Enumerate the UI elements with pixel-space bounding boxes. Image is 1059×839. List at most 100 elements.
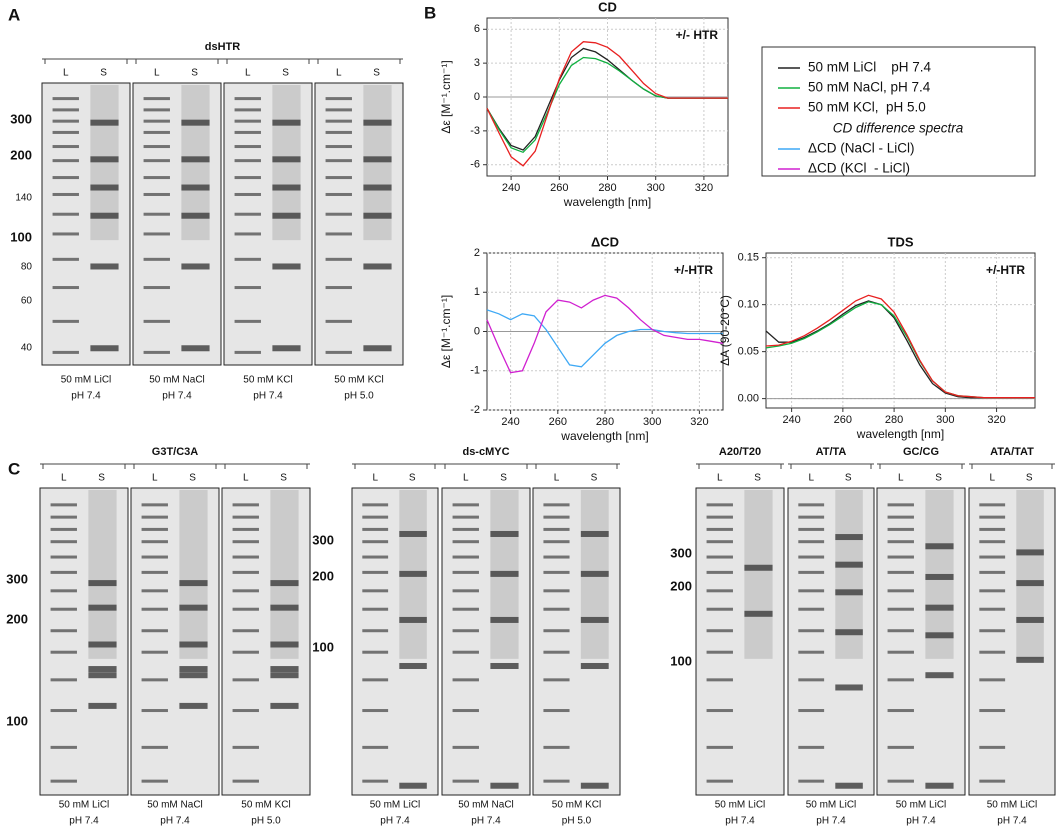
sample-band	[90, 156, 119, 163]
sample-band	[399, 782, 427, 789]
ladder-band	[325, 176, 352, 180]
ladder-band	[362, 629, 389, 633]
ladder-band	[52, 108, 79, 112]
ladder-band	[887, 540, 914, 544]
ladder-band	[543, 650, 570, 654]
ladder-band	[141, 515, 168, 519]
lane-label: L	[152, 473, 158, 484]
ladder-band	[50, 779, 77, 783]
gel-group-title: ATA/TAT	[990, 446, 1034, 458]
ladder-band	[232, 745, 259, 749]
sample-band	[272, 184, 301, 191]
gel-condition: pH 7.4	[471, 816, 501, 827]
sample-band	[181, 156, 210, 163]
ladder-band	[234, 212, 261, 216]
gel-condition: pH 7.4	[253, 391, 283, 402]
ladder-band	[52, 97, 79, 101]
ladder-band	[232, 555, 259, 559]
ladder-band	[232, 779, 259, 783]
legend-box	[761, 46, 1036, 177]
gel-condition: 50 mM NaCl	[149, 375, 205, 386]
ladder-band	[706, 555, 733, 559]
x-tick-label: 300	[643, 416, 661, 428]
sample-band	[179, 580, 208, 587]
chart-title: ΔCD	[591, 234, 619, 249]
ladder-band	[362, 515, 389, 519]
sample-band	[399, 616, 427, 623]
ladder-size: 40	[21, 343, 33, 354]
ladder-band	[706, 570, 733, 574]
ladder-band	[325, 145, 352, 149]
ladder-size: 200	[312, 568, 334, 583]
sample-band	[88, 641, 117, 648]
ladder-band	[325, 350, 352, 354]
ladder-band	[52, 145, 79, 149]
sample-band	[270, 580, 299, 587]
ladder-size: 300	[312, 532, 334, 547]
gel-condition: pH 7.4	[906, 816, 936, 827]
ladder-band	[234, 108, 261, 112]
ladder-band	[452, 570, 479, 574]
ladder-band	[234, 350, 261, 354]
ladder-band	[887, 527, 914, 531]
sample-band	[580, 570, 609, 577]
y-tick-label: 0.05	[738, 346, 759, 358]
lane-label: S	[409, 473, 416, 484]
lane-label: L	[61, 473, 67, 484]
gel-condition: pH 7.4	[162, 391, 192, 402]
ladder-band	[798, 589, 825, 593]
ladder-band	[50, 589, 77, 593]
ladder-band	[52, 130, 79, 134]
ladder-band	[362, 745, 389, 749]
ladder-band	[452, 555, 479, 559]
y-tick-label: 6	[474, 23, 480, 35]
sample-band	[90, 212, 119, 219]
panel-label: A	[8, 5, 20, 24]
sample-band	[179, 666, 208, 673]
ladder-band	[234, 176, 261, 180]
sample-band	[88, 702, 117, 709]
gel-condition: 50 mM LiCl	[806, 800, 857, 811]
ladder-band	[452, 589, 479, 593]
sample-band	[490, 570, 519, 577]
ladder-band	[143, 130, 170, 134]
gel-image	[132, 82, 222, 366]
lane-label: S	[280, 473, 287, 484]
ladder-size: 200	[670, 578, 692, 593]
sample-band	[270, 641, 299, 648]
ladder-band	[234, 97, 261, 101]
y-tick-label: -3	[470, 125, 480, 137]
gel-condition: pH 7.4	[71, 391, 101, 402]
sample-band	[490, 616, 519, 623]
ladder-band	[887, 589, 914, 593]
ladder-band	[706, 779, 733, 783]
annotation: +/-HTR	[986, 263, 1025, 277]
ladder-band	[979, 515, 1006, 519]
sample-band	[90, 345, 119, 352]
ladder-band	[798, 779, 825, 783]
y-axis-label: ΔA (90-20°C)	[718, 295, 732, 366]
ladder-band	[234, 319, 261, 323]
sample-band	[270, 604, 299, 611]
x-tick-label: 240	[501, 416, 519, 428]
x-axis-label: wavelength [nm]	[560, 429, 648, 443]
ladder-band	[543, 570, 570, 574]
sample-band	[272, 263, 301, 270]
ladder-band	[143, 319, 170, 323]
ladder-band	[232, 589, 259, 593]
x-tick-label: 260	[549, 416, 567, 428]
ladder-band	[706, 629, 733, 633]
ladder-band	[141, 678, 168, 682]
ladder-band	[325, 159, 352, 163]
sample-band	[181, 345, 210, 352]
ladder-band	[798, 678, 825, 682]
ladder-band	[798, 629, 825, 633]
ladder-band	[141, 607, 168, 611]
ladder-band	[143, 97, 170, 101]
gel-group-title: ds-cMYC	[462, 446, 509, 458]
gel-group-title: AT/TA	[816, 446, 847, 458]
gel-condition: 50 mM LiCl	[61, 375, 112, 386]
ladder-band	[325, 97, 352, 101]
ladder-band	[50, 540, 77, 544]
plot-area	[765, 252, 1036, 409]
